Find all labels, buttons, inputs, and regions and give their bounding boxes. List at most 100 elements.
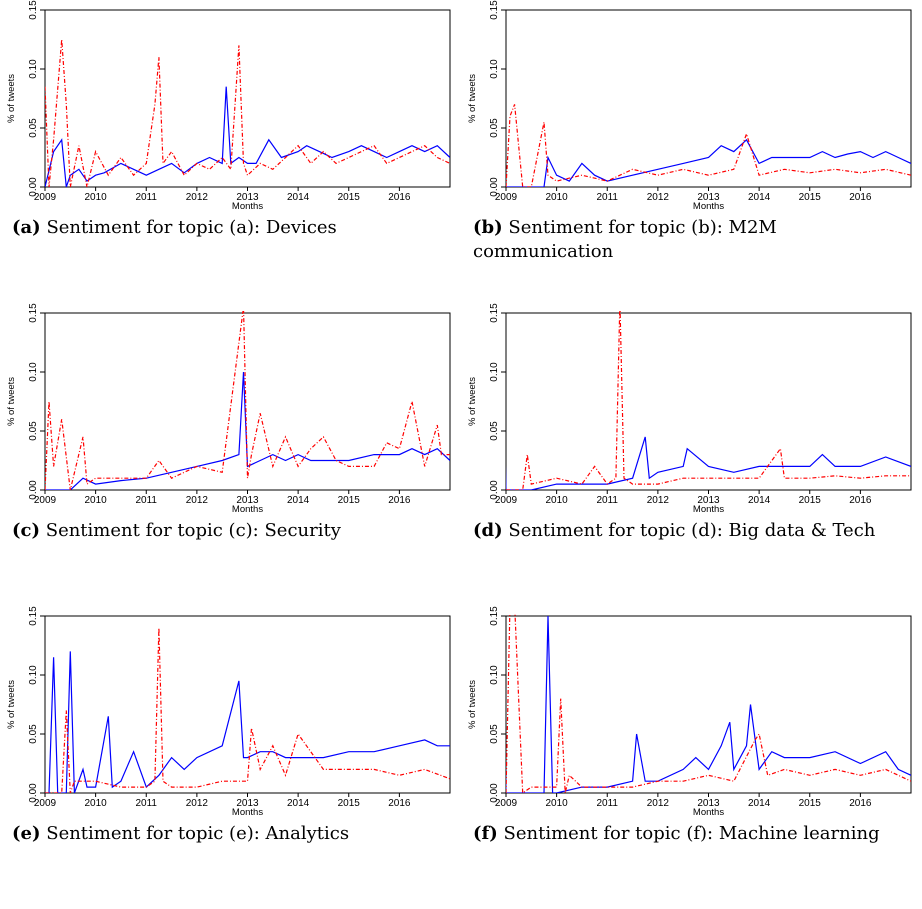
y-tick-label: 0.05 — [28, 724, 39, 744]
x-tick-label: 2016 — [849, 798, 872, 809]
panel-b: 0.00 0.05 0.10 0.15 2009 2010 2011 2012 2013 2014… — [461, 0, 922, 303]
x-axis-label: Months — [232, 504, 263, 515]
x-tick-label: 2009 — [495, 798, 518, 809]
x-tick-label: 2013 — [697, 798, 720, 809]
y-tick-label: 0.00 — [28, 480, 39, 500]
panel-c: 0.00 0.05 0.10 0.15 2009 2010 2011 2012 2013 2014… — [0, 303, 461, 606]
y-axis-label: % of tweets — [467, 680, 478, 729]
caption-c: (c) Sentiment for topic (c): Security — [12, 520, 341, 541]
y-tick-label: 0.10 — [28, 59, 39, 79]
plot-frame — [505, 312, 912, 491]
y-tick-label: 0.15 — [28, 0, 39, 20]
x-tick-label: 2015 — [338, 495, 361, 506]
plot-frame — [44, 9, 451, 188]
x-tick-label: 2009 — [34, 192, 57, 203]
series-line-red — [506, 104, 911, 187]
x-axis-label: Months — [232, 807, 263, 818]
y-axis-label: % of tweets — [467, 74, 478, 123]
x-tick-label: 2014 — [287, 798, 310, 809]
x-tick-label: 2012 — [186, 798, 209, 809]
x-tick-label: 2012 — [186, 495, 209, 506]
series-line-red — [506, 311, 911, 490]
chart-b: 0.00 0.05 0.10 0.15 2009 2010 2011 2012 2013 2014… — [467, 0, 912, 212]
x-axis-label: Months — [693, 807, 724, 818]
caption-f: (f) Sentiment for topic (f): Machine lea… — [473, 823, 880, 844]
x-tick-label: 2016 — [388, 798, 411, 809]
y-axis-label: % of tweets — [6, 74, 17, 123]
x-tick-label: 2010 — [546, 798, 569, 809]
series-line-blue — [45, 86, 450, 187]
x-tick-label: 2016 — [388, 192, 411, 203]
x-tick-label: 2015 — [799, 495, 822, 506]
panel-d: 0.00 0.05 0.10 0.15 2009 2010 2011 2012 2013 2014… — [461, 303, 922, 606]
x-tick-label: 2013 — [697, 495, 720, 506]
series-line-blue — [506, 436, 911, 490]
x-tick-label: 2011 — [135, 192, 157, 203]
x-tick-label: 2010 — [85, 798, 108, 809]
y-tick-label: 0.10 — [28, 362, 39, 382]
series-line-blue — [45, 651, 450, 793]
panel-e: 0.00 0.05 0.10 0.15 2009 2010 2011 2012 2013 2014… — [0, 606, 461, 909]
series-line-red — [45, 311, 450, 490]
panel-a: 0.00 0.05 0.10 0.15 2009 2010 2011 2012 2013 2014… — [0, 0, 461, 303]
x-tick-label: 2011 — [135, 798, 157, 809]
series-line-blue — [506, 615, 911, 793]
x-tick-label: 2014 — [748, 192, 771, 203]
x-tick-label: 2015 — [799, 192, 822, 203]
series-line-red — [506, 614, 911, 793]
x-tick-label: 2011 — [596, 798, 618, 809]
y-axis-label: % of tweets — [6, 680, 17, 729]
x-tick-label: 2016 — [388, 495, 411, 506]
y-tick-label: 0.10 — [489, 59, 500, 79]
x-tick-label: 2013 — [697, 192, 720, 203]
x-tick-label: 2011 — [135, 495, 157, 506]
x-tick-label: 2015 — [799, 798, 822, 809]
x-tick-label: 2012 — [647, 192, 670, 203]
x-tick-label: 2013 — [236, 495, 259, 506]
y-tick-label: 0.05 — [489, 421, 500, 441]
chart-a: 0.00 0.05 0.10 0.15 2009 2010 2011 2012 2013 2014… — [6, 0, 451, 212]
chart-f: 0.00 0.05 0.10 0.15 2009 2010 2011 2012 2013 2014… — [467, 606, 912, 818]
y-tick-label: 0.00 — [489, 480, 500, 500]
series-line-blue — [506, 138, 911, 187]
x-tick-label: 2013 — [236, 798, 259, 809]
y-tick-label: 0.00 — [489, 783, 500, 803]
x-tick-label: 2016 — [849, 495, 872, 506]
plot-frame — [44, 615, 451, 794]
x-tick-label: 2015 — [338, 798, 361, 809]
y-tick-label: 0.15 — [489, 0, 500, 20]
x-tick-label: 2009 — [34, 798, 57, 809]
y-tick-label: 0.15 — [489, 606, 500, 626]
y-axis-label: % of tweets — [467, 377, 478, 426]
y-tick-label: 0.05 — [28, 118, 39, 138]
y-tick-label: 0.15 — [28, 303, 39, 323]
y-tick-label: 0.05 — [489, 118, 500, 138]
x-tick-label: 2012 — [647, 495, 670, 506]
y-tick-label: 0.05 — [28, 421, 39, 441]
y-tick-label: 0.00 — [28, 783, 39, 803]
y-tick-label: 0.15 — [489, 303, 500, 323]
x-tick-label: 2011 — [596, 192, 618, 203]
x-tick-label: 2009 — [495, 495, 518, 506]
x-tick-label: 2014 — [748, 495, 771, 506]
x-tick-label: 2013 — [236, 192, 259, 203]
x-tick-label: 2016 — [849, 192, 872, 203]
y-tick-label: 0.10 — [489, 665, 500, 685]
plot-frame — [505, 9, 912, 188]
y-tick-label: 0.00 — [28, 177, 39, 197]
caption-d: (d) Sentiment for topic (d): Big data & … — [473, 520, 876, 541]
x-tick-label: 2009 — [495, 192, 518, 203]
y-axis-label: % of tweets — [6, 377, 17, 426]
x-tick-label: 2015 — [338, 192, 361, 203]
x-axis-label: Months — [693, 201, 724, 212]
x-tick-label: 2011 — [596, 495, 618, 506]
x-tick-label: 2010 — [85, 495, 108, 506]
x-tick-label: 2010 — [546, 192, 569, 203]
caption-a: (a) Sentiment for topic (a): Devices — [12, 217, 337, 238]
chart-e: 0.00 0.05 0.10 0.15 2009 2010 2011 2012 2013 2014… — [6, 606, 451, 818]
x-tick-label: 2012 — [186, 192, 209, 203]
y-tick-label: 0.10 — [489, 362, 500, 382]
x-axis-label: Months — [693, 504, 724, 515]
x-tick-label: 2010 — [546, 495, 569, 506]
x-tick-label: 2010 — [85, 192, 108, 203]
